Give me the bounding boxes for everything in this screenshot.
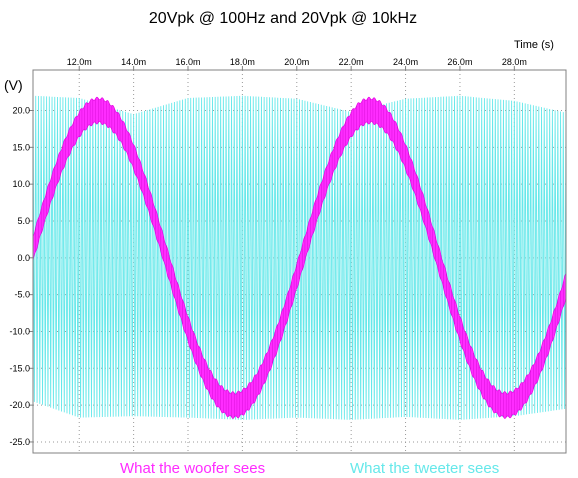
x-tick-label: 26.0m (447, 57, 472, 67)
legend-woofer: What the woofer sees (120, 460, 265, 477)
y-tick-label: 5.0 (17, 216, 30, 226)
x-axis-label: Time (s) (514, 39, 554, 51)
y-tick-label: -20.0 (9, 400, 30, 410)
x-tick-label: 16.0m (175, 57, 200, 67)
y-tick-label: 0.0 (17, 253, 30, 263)
woofer-ripple-hatch (33, 98, 564, 418)
tweeter-series-line (33, 95, 566, 420)
chart-title: 20Vpk @ 100Hz and 20Vpk @ 10kHz (149, 10, 417, 27)
y-tick-label: 20.0 (12, 106, 30, 116)
y-tick-labels: 20.0 15.0 10.0 5.0 0.0 -5.0 -10.0 -15.0 -20.0 -25… (9, 106, 33, 447)
x-tick-label: 18.0m (230, 57, 255, 67)
series-layer (33, 95, 566, 420)
y-tick-label: -15.0 (9, 363, 30, 373)
x-tick-label: 22.0m (339, 57, 364, 67)
x-tick-label: 12.0m (67, 57, 92, 67)
y-axis-label: (V) (4, 77, 23, 93)
y-tick-label: -10.0 (9, 326, 30, 336)
x-tick-label: 24.0m (393, 57, 418, 67)
y-tick-label: 10.0 (12, 179, 30, 189)
legend-tweeter: What the tweeter sees (350, 460, 499, 477)
y-tick-label: -5.0 (14, 290, 30, 300)
x-tick-label: 14.0m (121, 57, 146, 67)
x-tick-label: 20.0m (284, 57, 309, 67)
y-tick-label: -25.0 (9, 437, 30, 447)
y-tick-label: 15.0 (12, 142, 30, 152)
x-tick-labels: 12.0m 14.0m 16.0m 18.0m 20.0m 22.0m 24.0m 26.0m… (67, 57, 527, 70)
x-tick-label: 28.0m (502, 57, 527, 67)
plot-frame (32, 69, 567, 454)
